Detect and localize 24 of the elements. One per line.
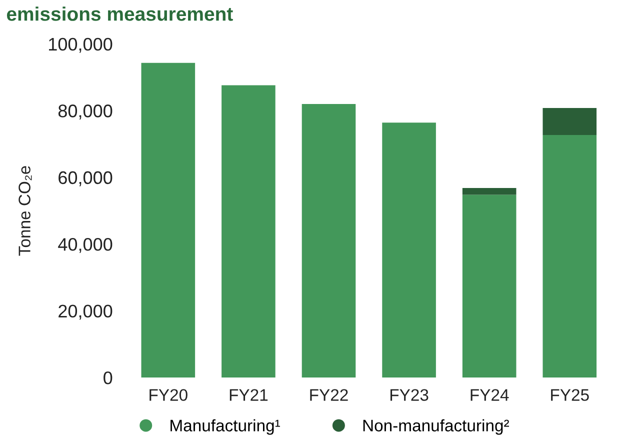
y-tick-label: 20,000 <box>58 304 112 320</box>
legend-label: Non-manufacturing² <box>363 419 509 435</box>
bar <box>302 104 356 378</box>
y-tick-label: 0 <box>104 371 112 384</box>
bar <box>222 85 276 378</box>
x-tick-label: FY22 <box>310 389 348 401</box>
y-tick-label: 60,000 <box>58 171 112 186</box>
y-tick-label: 100,000 <box>49 38 112 53</box>
x-tick-label: FY25 <box>551 389 589 401</box>
chart-title: emissions measurement <box>6 6 233 21</box>
x-tick-label: FY24 <box>470 389 509 401</box>
bar <box>141 62 196 378</box>
bar <box>542 134 597 378</box>
y-axis-title: Tonne CO₂e <box>18 166 32 256</box>
y-tick-label: 80,000 <box>58 104 112 120</box>
bar <box>462 194 516 378</box>
legend-label: Manufacturing¹ <box>170 419 280 435</box>
x-tick-label: FY20 <box>150 389 188 401</box>
y-tick-label: 40,000 <box>58 238 112 253</box>
x-tick-label: FY23 <box>390 389 428 401</box>
bar <box>462 188 516 195</box>
bar <box>382 122 436 378</box>
x-tick-label: FY21 <box>230 389 268 401</box>
bar <box>542 108 597 135</box>
